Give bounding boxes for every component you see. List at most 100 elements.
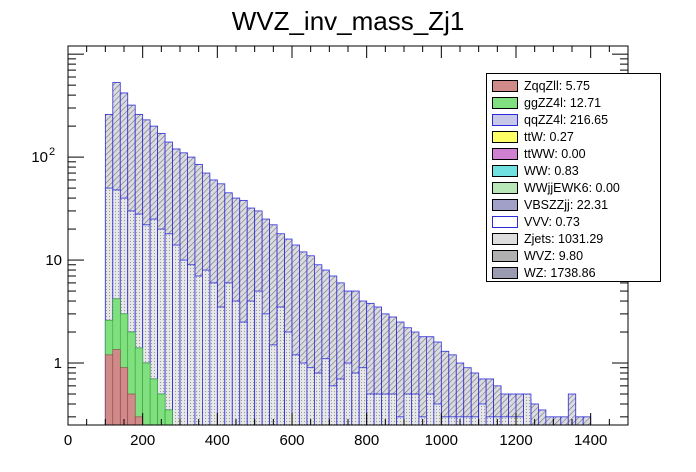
legend-label: ggZZ4l: 12.71 — [524, 95, 602, 110]
zjets-bar — [216, 306, 226, 426]
legend: ZqqZll: 5.75 ggZZ4l: 12.71 qqZZ4l: 216.65 t… — [486, 73, 661, 282]
legend-swatch — [492, 181, 518, 194]
y-tick-label: 1 — [54, 355, 62, 372]
zjets-bar — [239, 321, 248, 426]
legend-swatch — [492, 198, 518, 211]
zjets-bar — [254, 290, 263, 426]
zjets-bar — [485, 416, 494, 426]
x-tick-label: 400 — [205, 432, 230, 449]
zjets-bar — [366, 393, 375, 426]
zjets-bar — [358, 367, 368, 426]
x-tick-label: 800 — [354, 432, 379, 449]
zjets-bar — [269, 344, 278, 426]
legend-label: ttW: 0.27 — [524, 129, 574, 144]
zjets-bar — [172, 244, 181, 426]
legend-entry: ttWW: 0.00 — [487, 145, 586, 162]
legend-entry: ZqqZll: 5.75 — [487, 77, 590, 94]
zjets-bar — [187, 264, 196, 426]
wz-bar — [538, 409, 547, 426]
x-tick-label: 0 — [64, 432, 72, 449]
zjets-bar — [523, 393, 532, 426]
zqqzll-bar — [112, 349, 121, 426]
zjets-bar — [321, 358, 330, 426]
zjets-bar — [396, 416, 405, 426]
legend-label: WZ: 1738.86 — [524, 265, 596, 280]
zjets-bar — [500, 416, 509, 426]
zjets-bar — [291, 354, 300, 426]
x-tick-label: 1200 — [499, 432, 532, 449]
legend-entry: WVZ: 9.80 — [487, 247, 583, 264]
chart-title: WVZ_inv_mass_Zj1 — [231, 6, 465, 36]
zjets-bar — [276, 306, 285, 426]
zjets-bar — [508, 416, 517, 426]
wz-bar — [418, 336, 427, 426]
zqqzll-bar — [134, 416, 143, 426]
zjets-bar — [284, 331, 293, 426]
legend-entry: VVV: 0.73 — [487, 213, 580, 230]
zjets-bar — [411, 393, 420, 426]
wz-bar — [545, 416, 554, 426]
zjets-bar — [343, 362, 353, 426]
zjets-bar — [388, 393, 397, 426]
ggzz4l-bar — [142, 362, 151, 426]
x-tick-label: 200 — [130, 432, 155, 449]
x-tick-label: 1000 — [425, 432, 458, 449]
legend-entry: qqZZ4l: 216.65 — [487, 111, 608, 128]
legend-label: WVZ: 9.80 — [524, 248, 584, 263]
zjets-bar — [470, 416, 480, 426]
legend-swatch — [492, 215, 518, 228]
zjets-bar — [448, 416, 457, 426]
zjets-bar — [403, 393, 412, 426]
legend-label: WWjjEWK6: 0.00 — [524, 180, 620, 195]
legend-label: WW: 0.83 — [524, 163, 579, 178]
legend-swatch — [492, 130, 518, 143]
legend-label: VVV: 0.73 — [524, 214, 580, 229]
legend-entry: ggZZ4l: 12.71 — [487, 94, 601, 111]
zjets-bar — [164, 233, 173, 426]
zjets-bar — [328, 385, 338, 426]
zjets-bar — [515, 416, 524, 426]
legend-label: VBSZZjj: 22.31 — [524, 197, 609, 212]
ggzz4l-bar — [134, 347, 143, 426]
zjets-bar — [299, 362, 308, 426]
zjets-bar — [179, 259, 188, 426]
legend-entry: WZ: 1738.86 — [487, 264, 596, 281]
wz-bar — [455, 362, 465, 426]
zjets-bar — [224, 282, 233, 426]
zjets-bar — [336, 378, 345, 426]
zjets-bar — [201, 269, 211, 426]
legend-entry: WW: 0.83 — [487, 162, 579, 179]
legend-swatch — [492, 113, 518, 126]
legend-swatch — [492, 266, 518, 279]
legend-entry: ttW: 0.27 — [487, 128, 574, 145]
zjets-bar — [433, 403, 442, 426]
wz-bar — [582, 416, 592, 426]
legend-swatch — [492, 147, 518, 160]
wz-bar — [575, 416, 584, 426]
wz-bar — [448, 354, 457, 426]
legend-entry: VBSZZjj: 22.31 — [487, 196, 608, 213]
legend-swatch — [492, 249, 518, 262]
legend-swatch — [492, 79, 518, 92]
y-tick-label-exponent: 2 — [49, 146, 55, 158]
legend-swatch — [492, 164, 518, 177]
wz-bar — [396, 321, 405, 426]
zjets-bar — [231, 300, 241, 426]
zjets-bar — [478, 403, 487, 426]
zjets-bar — [261, 313, 270, 426]
zqqzll-bar — [119, 367, 129, 426]
legend-label: qqZZ4l: 216.65 — [524, 112, 609, 127]
ggzz4l-bar — [149, 378, 158, 426]
zqqzll-bar — [105, 354, 114, 426]
legend-label: ZqqZll: 5.75 — [524, 78, 591, 93]
legend-swatch — [492, 96, 518, 109]
zjets-bar — [209, 282, 218, 426]
wz-bar — [560, 416, 569, 426]
zjets-bar — [306, 367, 315, 426]
legend-entry: Zjets: 1031.29 — [487, 230, 603, 247]
legend-label: Zjets: 1031.29 — [524, 231, 604, 246]
legend-label: ttWW: 0.00 — [524, 146, 586, 161]
ggzz4l-bar — [164, 409, 173, 426]
zjets-bar — [440, 416, 450, 426]
zjets-bar — [313, 372, 323, 426]
